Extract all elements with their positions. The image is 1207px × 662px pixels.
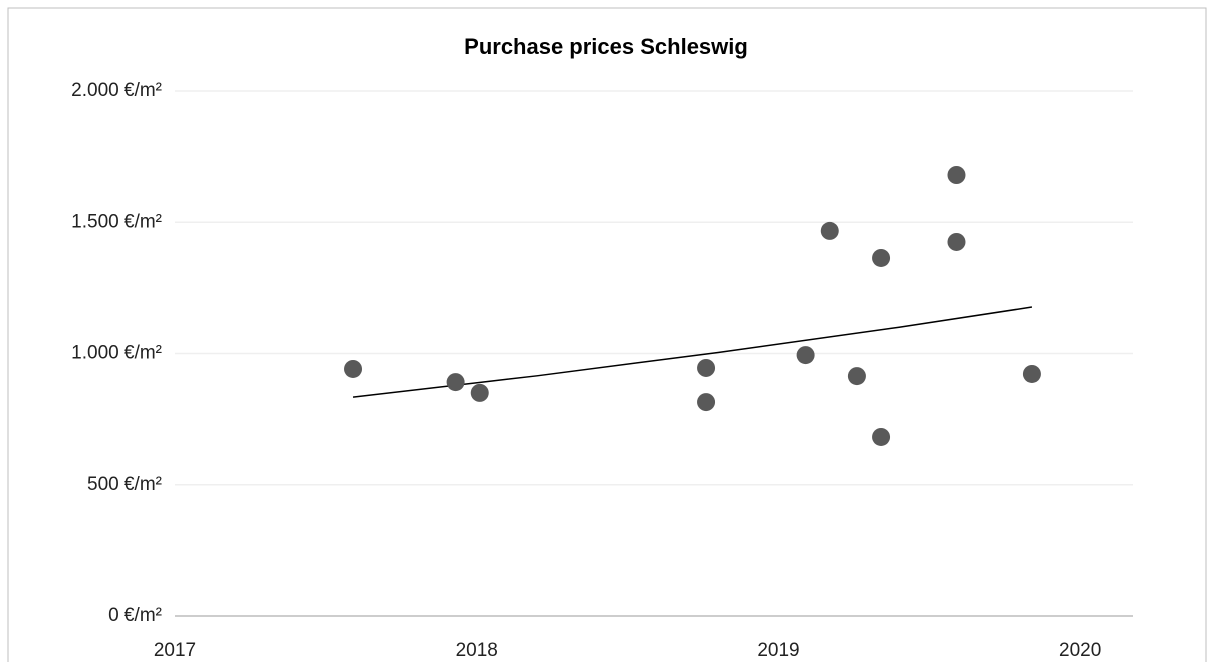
data-point xyxy=(820,221,839,240)
data-point xyxy=(796,346,815,365)
y-tick-label: 0 €/m² xyxy=(108,605,162,626)
chart-title: Purchase prices Schleswig xyxy=(464,34,748,59)
data-point xyxy=(872,248,891,267)
data-point xyxy=(1022,364,1041,383)
x-tick-label: 2017 xyxy=(154,640,196,661)
data-point xyxy=(872,427,891,446)
y-tick-label: 1.500 €/m² xyxy=(71,211,162,232)
data-point xyxy=(470,383,489,402)
chart-border xyxy=(7,7,1207,662)
data-point xyxy=(947,166,966,184)
y-tick-label: 500 €/m² xyxy=(87,474,162,495)
x-tick-label: 2019 xyxy=(757,640,799,661)
y-tick-label: 1.000 €/m² xyxy=(71,343,162,364)
data-point xyxy=(344,359,363,378)
x-tick-label: 2018 xyxy=(456,640,498,661)
trend-line xyxy=(352,306,1033,398)
x-tick-label: 2020 xyxy=(1059,640,1101,661)
data-point xyxy=(847,367,866,386)
data-point xyxy=(697,358,716,377)
data-point xyxy=(947,232,966,251)
data-point xyxy=(697,393,716,412)
data-point xyxy=(446,373,465,392)
y-tick-label: 2.000 €/m² xyxy=(71,80,162,101)
